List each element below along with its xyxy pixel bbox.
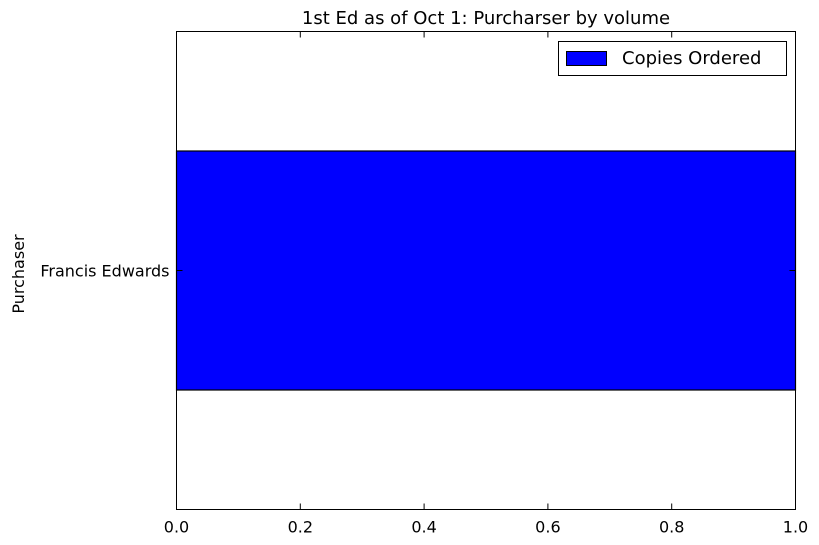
plot-frame (176, 31, 796, 510)
legend-swatch (566, 51, 607, 66)
x-tick-label: 0.4 (411, 518, 436, 537)
bars-group (175, 150, 797, 391)
x-tick-label: 1.0 (783, 518, 808, 537)
bar-francis-edwards (175, 150, 797, 391)
y-axis-label: Purchaser (9, 234, 28, 314)
legend-label: Copies Ordered (622, 48, 761, 69)
legend: Copies Ordered (558, 41, 787, 76)
chart-title: 1st Ed as of Oct 1: Purcharser by volume (302, 8, 670, 29)
x-tick-label: 0.2 (288, 518, 313, 537)
y-tick-label: Francis Edwards (40, 262, 169, 281)
y-ticks-group: Francis Edwards (40, 262, 796, 281)
x-tick-label: 0.0 (164, 518, 189, 537)
x-tick-label: 0.6 (535, 518, 560, 537)
x-tick-label: 0.8 (659, 518, 684, 537)
